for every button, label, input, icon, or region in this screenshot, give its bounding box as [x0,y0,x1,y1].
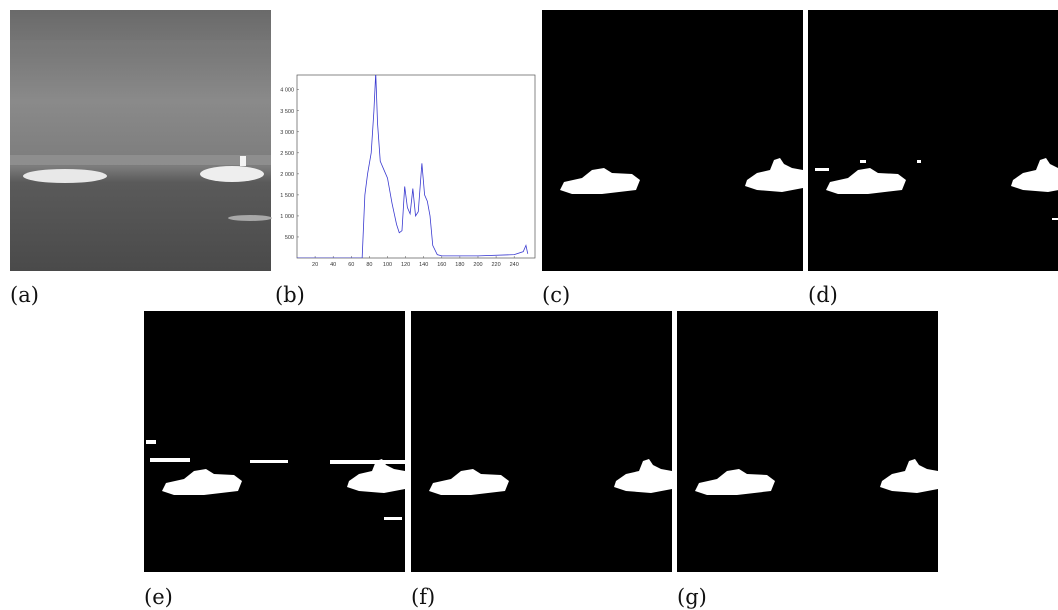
x-tick-label: 120 [401,262,410,268]
x-tick-label: 20 [312,262,318,268]
panel-label: (d) [808,283,838,307]
y-tick-label: 2 000 [280,172,294,178]
y-tick-label: 3 500 [280,109,294,115]
histogram-line [297,75,529,258]
mask-f [411,311,672,572]
x-tick-label: 100 [383,262,392,268]
panel-label: (e) [144,585,173,609]
mask-e [144,311,405,572]
y-tick-label: 500 [285,235,294,241]
panel-label: (b) [275,283,305,307]
panel-label: (f) [411,585,435,609]
x-tick-label: 240 [510,262,519,268]
x-tick-label: 180 [455,262,464,268]
plot-frame [296,74,536,259]
x-tick-label: 220 [491,262,500,268]
panel-label: (c) [542,283,570,307]
x-tick-label: 80 [366,262,372,268]
x-tick-label: 140 [419,262,428,268]
mask-g [677,311,938,572]
x-tick-label: 40 [330,262,336,268]
panel-label: (a) [10,283,39,307]
mask-c [542,10,803,271]
panel-label: (g) [677,585,707,609]
y-tick-label: 1 000 [280,214,294,220]
infrared-photo [10,10,272,271]
mask-d [808,10,1058,271]
x-tick-label: 200 [473,262,482,268]
y-tick-label: 4 000 [280,88,294,94]
x-tick-label: 60 [348,262,354,268]
y-tick-label: 3 000 [280,130,294,136]
y-tick-label: 1 500 [280,193,294,199]
x-tick-label: 160 [437,262,446,268]
y-tick-label: 2 500 [280,151,294,157]
